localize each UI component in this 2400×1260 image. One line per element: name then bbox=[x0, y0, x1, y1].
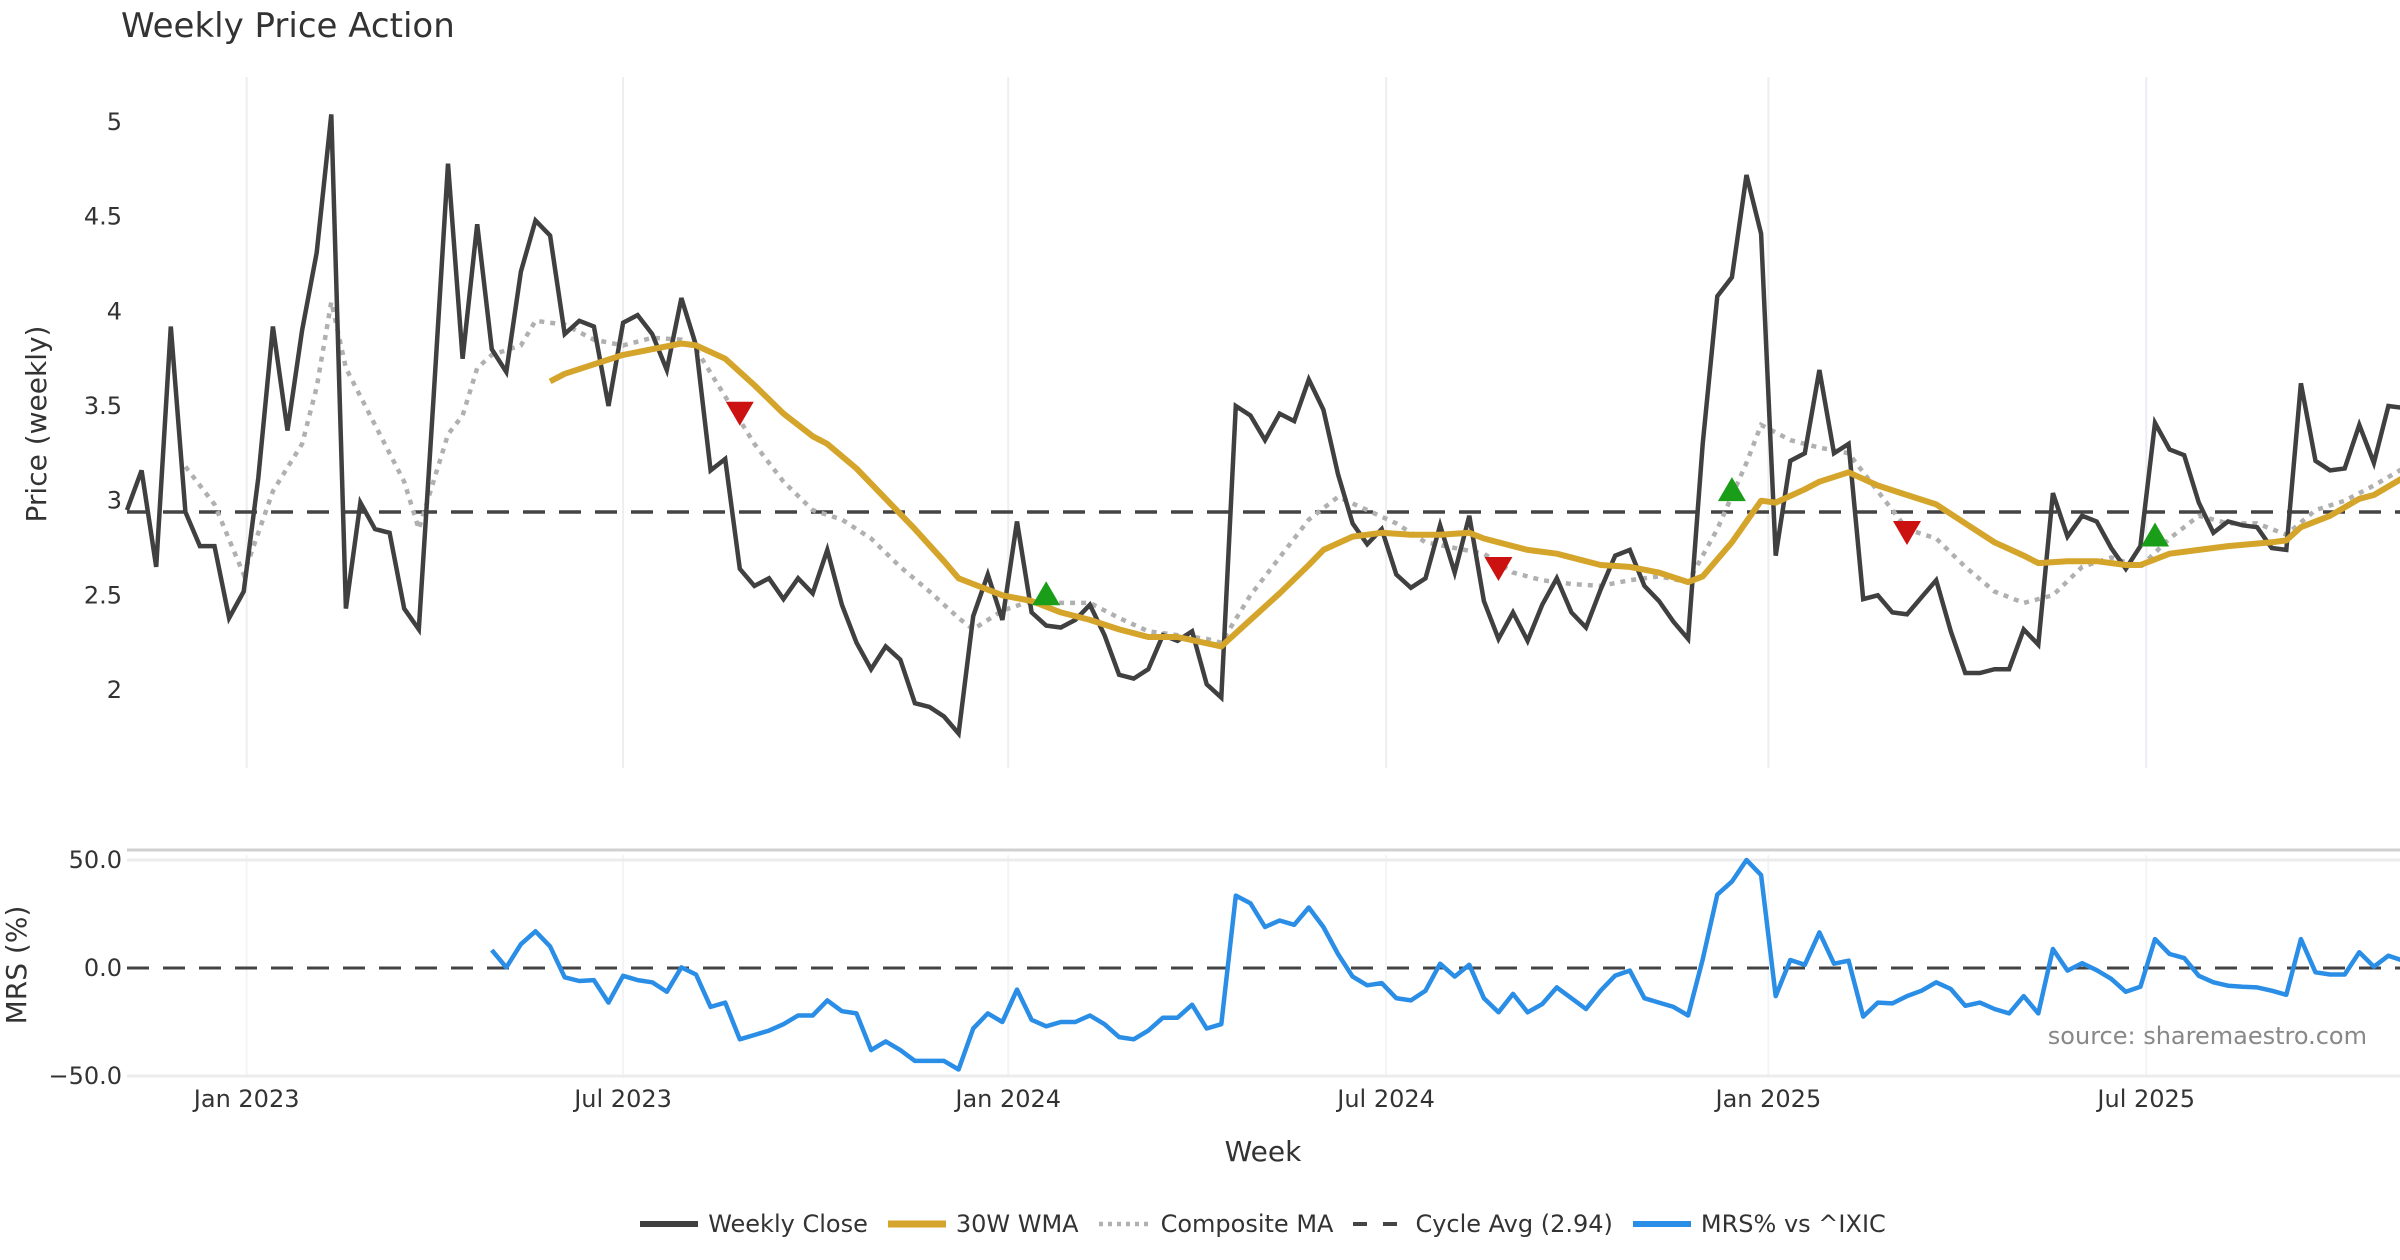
price-y-tick-label: 4.5 bbox=[84, 203, 122, 231]
x-tick-label: Jan 2025 bbox=[1714, 1085, 1822, 1113]
buy-signal-marker bbox=[1717, 477, 1746, 502]
x-tick-label: Jul 2023 bbox=[572, 1085, 672, 1113]
legend-label: Weekly Close bbox=[708, 1210, 868, 1238]
price-y-tick-label: 4 bbox=[107, 297, 122, 325]
legend: Weekly Close 30W WMA Composite MA Cycle … bbox=[0, 1210, 2400, 1238]
x-tick-label: Jul 2024 bbox=[1335, 1085, 1435, 1113]
x-axis-label: Week bbox=[1225, 1135, 1302, 1168]
legend-item-cycle-avg: Cycle Avg (2.94) bbox=[1353, 1210, 1613, 1238]
price-y-tick-label: 3.5 bbox=[84, 392, 122, 420]
legend-swatch-weekly-close bbox=[640, 1221, 699, 1227]
buy-signal-marker bbox=[2141, 522, 2170, 547]
legend-swatch-30w-wma bbox=[887, 1220, 946, 1228]
x-tick-label: Jan 2024 bbox=[953, 1085, 1061, 1113]
buy-signal-marker bbox=[1032, 581, 1061, 606]
mrs-y-tick-label: 0.0 bbox=[84, 954, 122, 982]
wma-30w-line bbox=[548, 340, 2400, 650]
source-label: source: sharemaestro.com bbox=[2048, 1022, 2367, 1050]
sell-signal-marker bbox=[725, 401, 754, 426]
legend-label: MRS% vs ^IXIC bbox=[1700, 1210, 1886, 1238]
price-y-tick-label: 2 bbox=[107, 676, 122, 704]
mrs-y-tick-label: −50.0 bbox=[48, 1062, 122, 1090]
legend-swatch-cycle-avg bbox=[1353, 1222, 1406, 1226]
mrs-line bbox=[490, 857, 2400, 1072]
price-y-tick-label: 5 bbox=[107, 108, 122, 136]
price-y-tick-label: 2.5 bbox=[84, 581, 122, 609]
price-y-tick-label: 3 bbox=[107, 487, 122, 515]
sell-signal-marker bbox=[1892, 521, 1921, 546]
weekly-close-line bbox=[124, 114, 2400, 739]
legend-label: Cycle Avg (2.94) bbox=[1415, 1210, 1613, 1238]
legend-label: Composite MA bbox=[1160, 1210, 1334, 1238]
legend-item-mrs: MRS% vs ^IXIC bbox=[1632, 1210, 1886, 1238]
composite-ma-line bbox=[183, 301, 2400, 646]
x-tick-label: Jul 2025 bbox=[2095, 1085, 2195, 1113]
legend-swatch-mrs bbox=[1632, 1221, 1691, 1227]
price-y-axis-label: Price (weekly) bbox=[20, 326, 53, 523]
legend-label: 30W WMA bbox=[955, 1210, 1079, 1238]
legend-swatch-composite-ma bbox=[1098, 1221, 1151, 1227]
sell-signal-marker bbox=[1484, 557, 1513, 582]
mrs-y-tick-label: 50.0 bbox=[69, 846, 122, 874]
legend-item-30w-wma: 30W WMA bbox=[887, 1210, 1079, 1238]
mrs-y-axis-label: MRS (%) bbox=[0, 906, 33, 1025]
legend-item-weekly-close: Weekly Close bbox=[640, 1210, 868, 1238]
legend-item-composite-ma: Composite MA bbox=[1098, 1210, 1334, 1238]
x-tick-label: Jan 2023 bbox=[192, 1085, 300, 1113]
chart-title: Weekly Price Action bbox=[121, 6, 455, 46]
